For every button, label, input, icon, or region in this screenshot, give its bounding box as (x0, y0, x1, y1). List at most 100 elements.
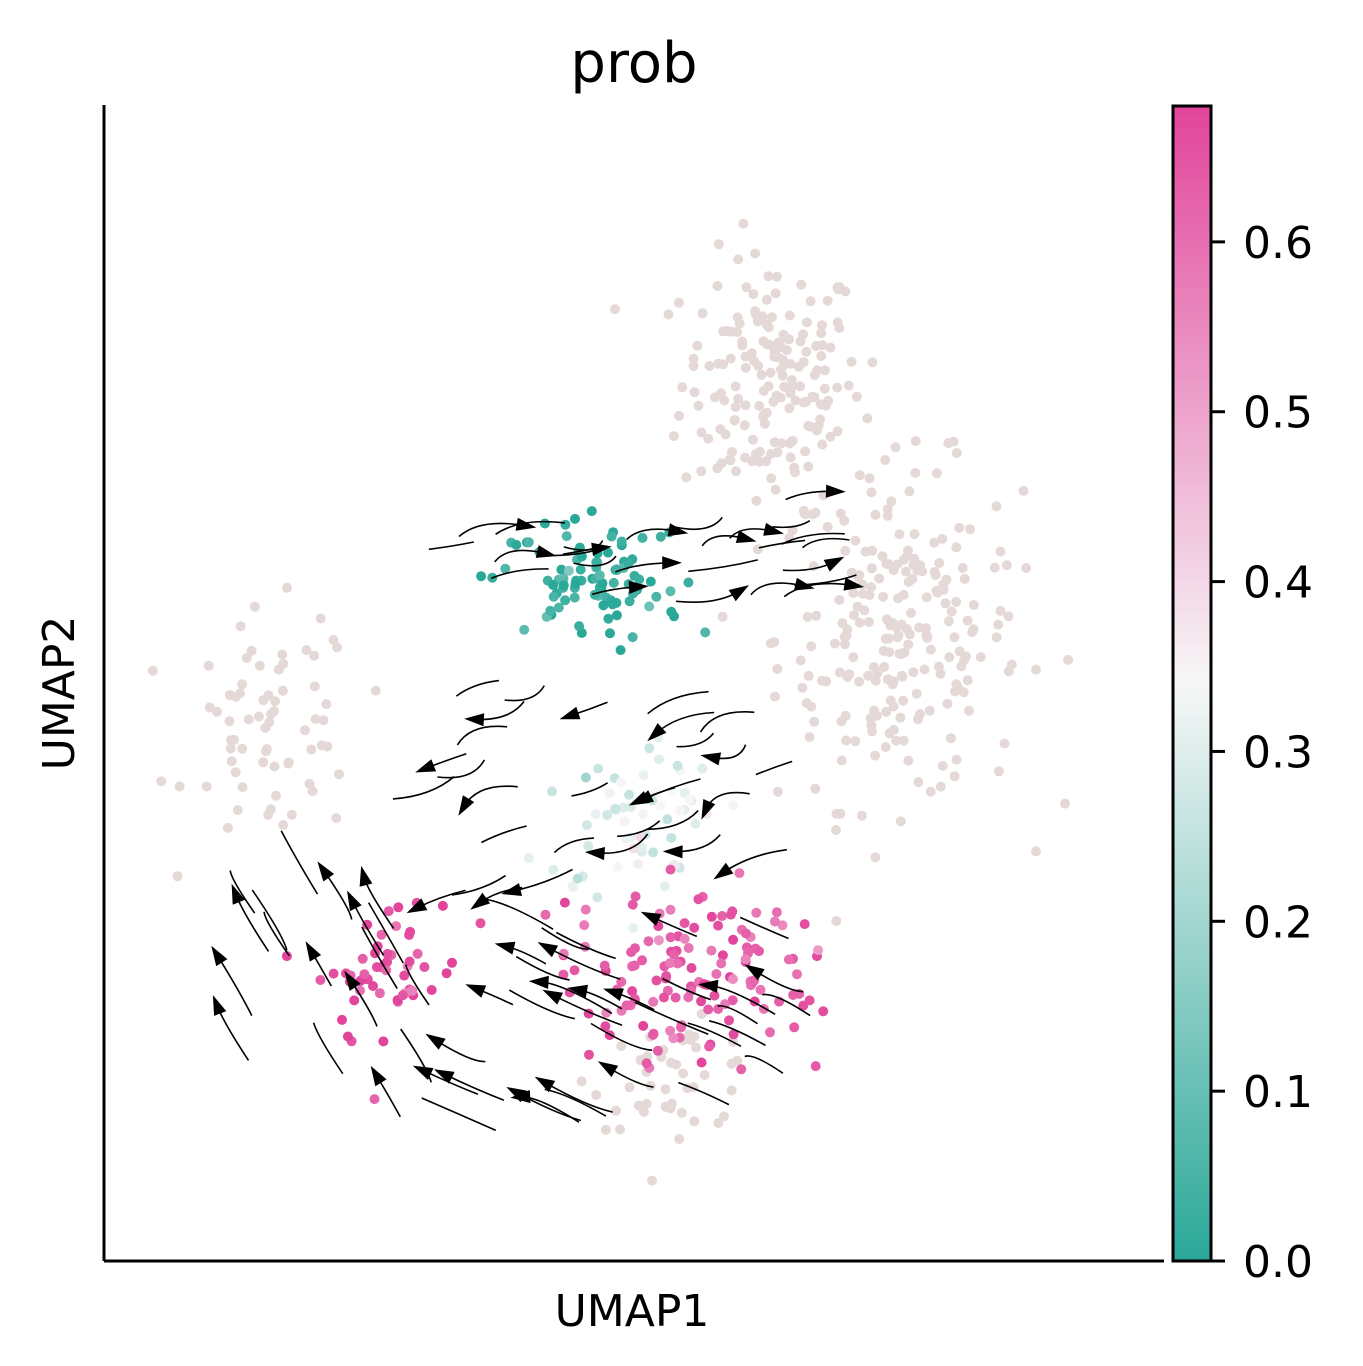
background-cell (999, 738, 1010, 749)
streamline-arrowhead (211, 945, 228, 967)
background-cell (273, 664, 284, 675)
chart-title: prob (570, 31, 697, 96)
background-cell (260, 722, 271, 733)
background-cell (730, 381, 741, 392)
y-axis-label: UMAP2 (34, 616, 85, 771)
cell-point (315, 975, 326, 985)
background-cell (803, 461, 814, 472)
streamline (428, 541, 474, 551)
colorbar-tick-label: 0.3 (1243, 727, 1313, 778)
background-cell (866, 582, 877, 593)
cell-point (644, 743, 655, 754)
background-cell (921, 592, 932, 603)
background-cell (885, 620, 896, 631)
background-cell (891, 735, 902, 746)
background-cell (930, 570, 941, 581)
cell-point (621, 1000, 632, 1011)
cell-point (648, 847, 659, 858)
background-cell (894, 529, 905, 540)
cell-point (604, 788, 615, 799)
streamline (670, 516, 723, 531)
cell-point (638, 1020, 649, 1031)
background-cell (278, 820, 289, 830)
background-cell (857, 588, 868, 599)
background-cell (790, 395, 801, 406)
cell-point (717, 911, 728, 921)
background-cell (803, 670, 814, 681)
background-cell (733, 254, 744, 265)
cell-point (626, 947, 637, 958)
streamline-arrowhead (603, 988, 624, 1001)
cell-point (684, 794, 695, 805)
cell-point (569, 965, 580, 976)
streamline-arrowhead (344, 970, 361, 991)
streamline (495, 520, 566, 535)
background-cell (811, 610, 822, 621)
background-cell (615, 1124, 625, 1135)
background-cell (750, 306, 761, 317)
background-cell (888, 725, 899, 735)
cell-point (655, 800, 666, 811)
background-cell (1018, 485, 1029, 496)
background-cell (748, 289, 759, 299)
background-cell (854, 676, 865, 687)
cell-point (393, 902, 404, 913)
background-cell (645, 1080, 656, 1091)
cell-point (672, 760, 683, 771)
background-cell (254, 711, 264, 722)
background-cell (232, 805, 243, 816)
streamline (312, 1022, 344, 1075)
background-cell (806, 641, 817, 652)
streamline-arrowhead (700, 752, 722, 766)
background-cell (840, 545, 851, 556)
cell-point (751, 907, 762, 918)
background-cell (732, 312, 743, 323)
background-cell (765, 638, 776, 649)
streamline-arrowhead (494, 941, 516, 955)
streamline (490, 568, 549, 580)
background-cell (725, 353, 736, 364)
background-cell (147, 665, 158, 676)
streamline-arrowhead (359, 865, 373, 887)
background-cell (831, 825, 841, 835)
streamline (515, 955, 570, 981)
background-cell (699, 1070, 710, 1080)
cell-point (369, 1094, 380, 1105)
streamline-arrowhead (542, 989, 564, 1005)
background-cell (832, 317, 843, 328)
cell-point (686, 963, 697, 973)
cell-point (615, 777, 626, 788)
background-cell (769, 437, 780, 448)
background-cell (835, 508, 846, 519)
background-cell (731, 466, 741, 477)
background-cell (854, 617, 865, 628)
background-cell (945, 733, 956, 744)
background-cell (800, 509, 810, 520)
background-cell (919, 664, 930, 675)
streamline-arrowhead (584, 847, 605, 861)
background-cell (611, 1105, 621, 1116)
cell-point (391, 921, 402, 932)
background-cell (870, 509, 881, 520)
streamline (229, 870, 256, 914)
cell-point (362, 919, 373, 930)
background-cell (785, 452, 796, 463)
background-cell (787, 525, 798, 536)
cell-point (599, 960, 610, 971)
cell-point (697, 763, 708, 774)
cell-point (407, 985, 418, 996)
background-cell (975, 652, 986, 663)
background-cell (895, 816, 906, 827)
cell-point (583, 840, 594, 851)
cell-point (810, 1061, 821, 1072)
streamline-arrowhead (415, 759, 437, 773)
background-cell (713, 358, 724, 369)
background-cell (815, 414, 826, 425)
background-cell (848, 588, 859, 598)
cell-point (652, 1045, 663, 1056)
background-cell (938, 579, 949, 590)
background-cell (958, 687, 969, 698)
background-cell (688, 353, 699, 364)
background-cell (832, 382, 843, 393)
background-cell (211, 706, 222, 717)
